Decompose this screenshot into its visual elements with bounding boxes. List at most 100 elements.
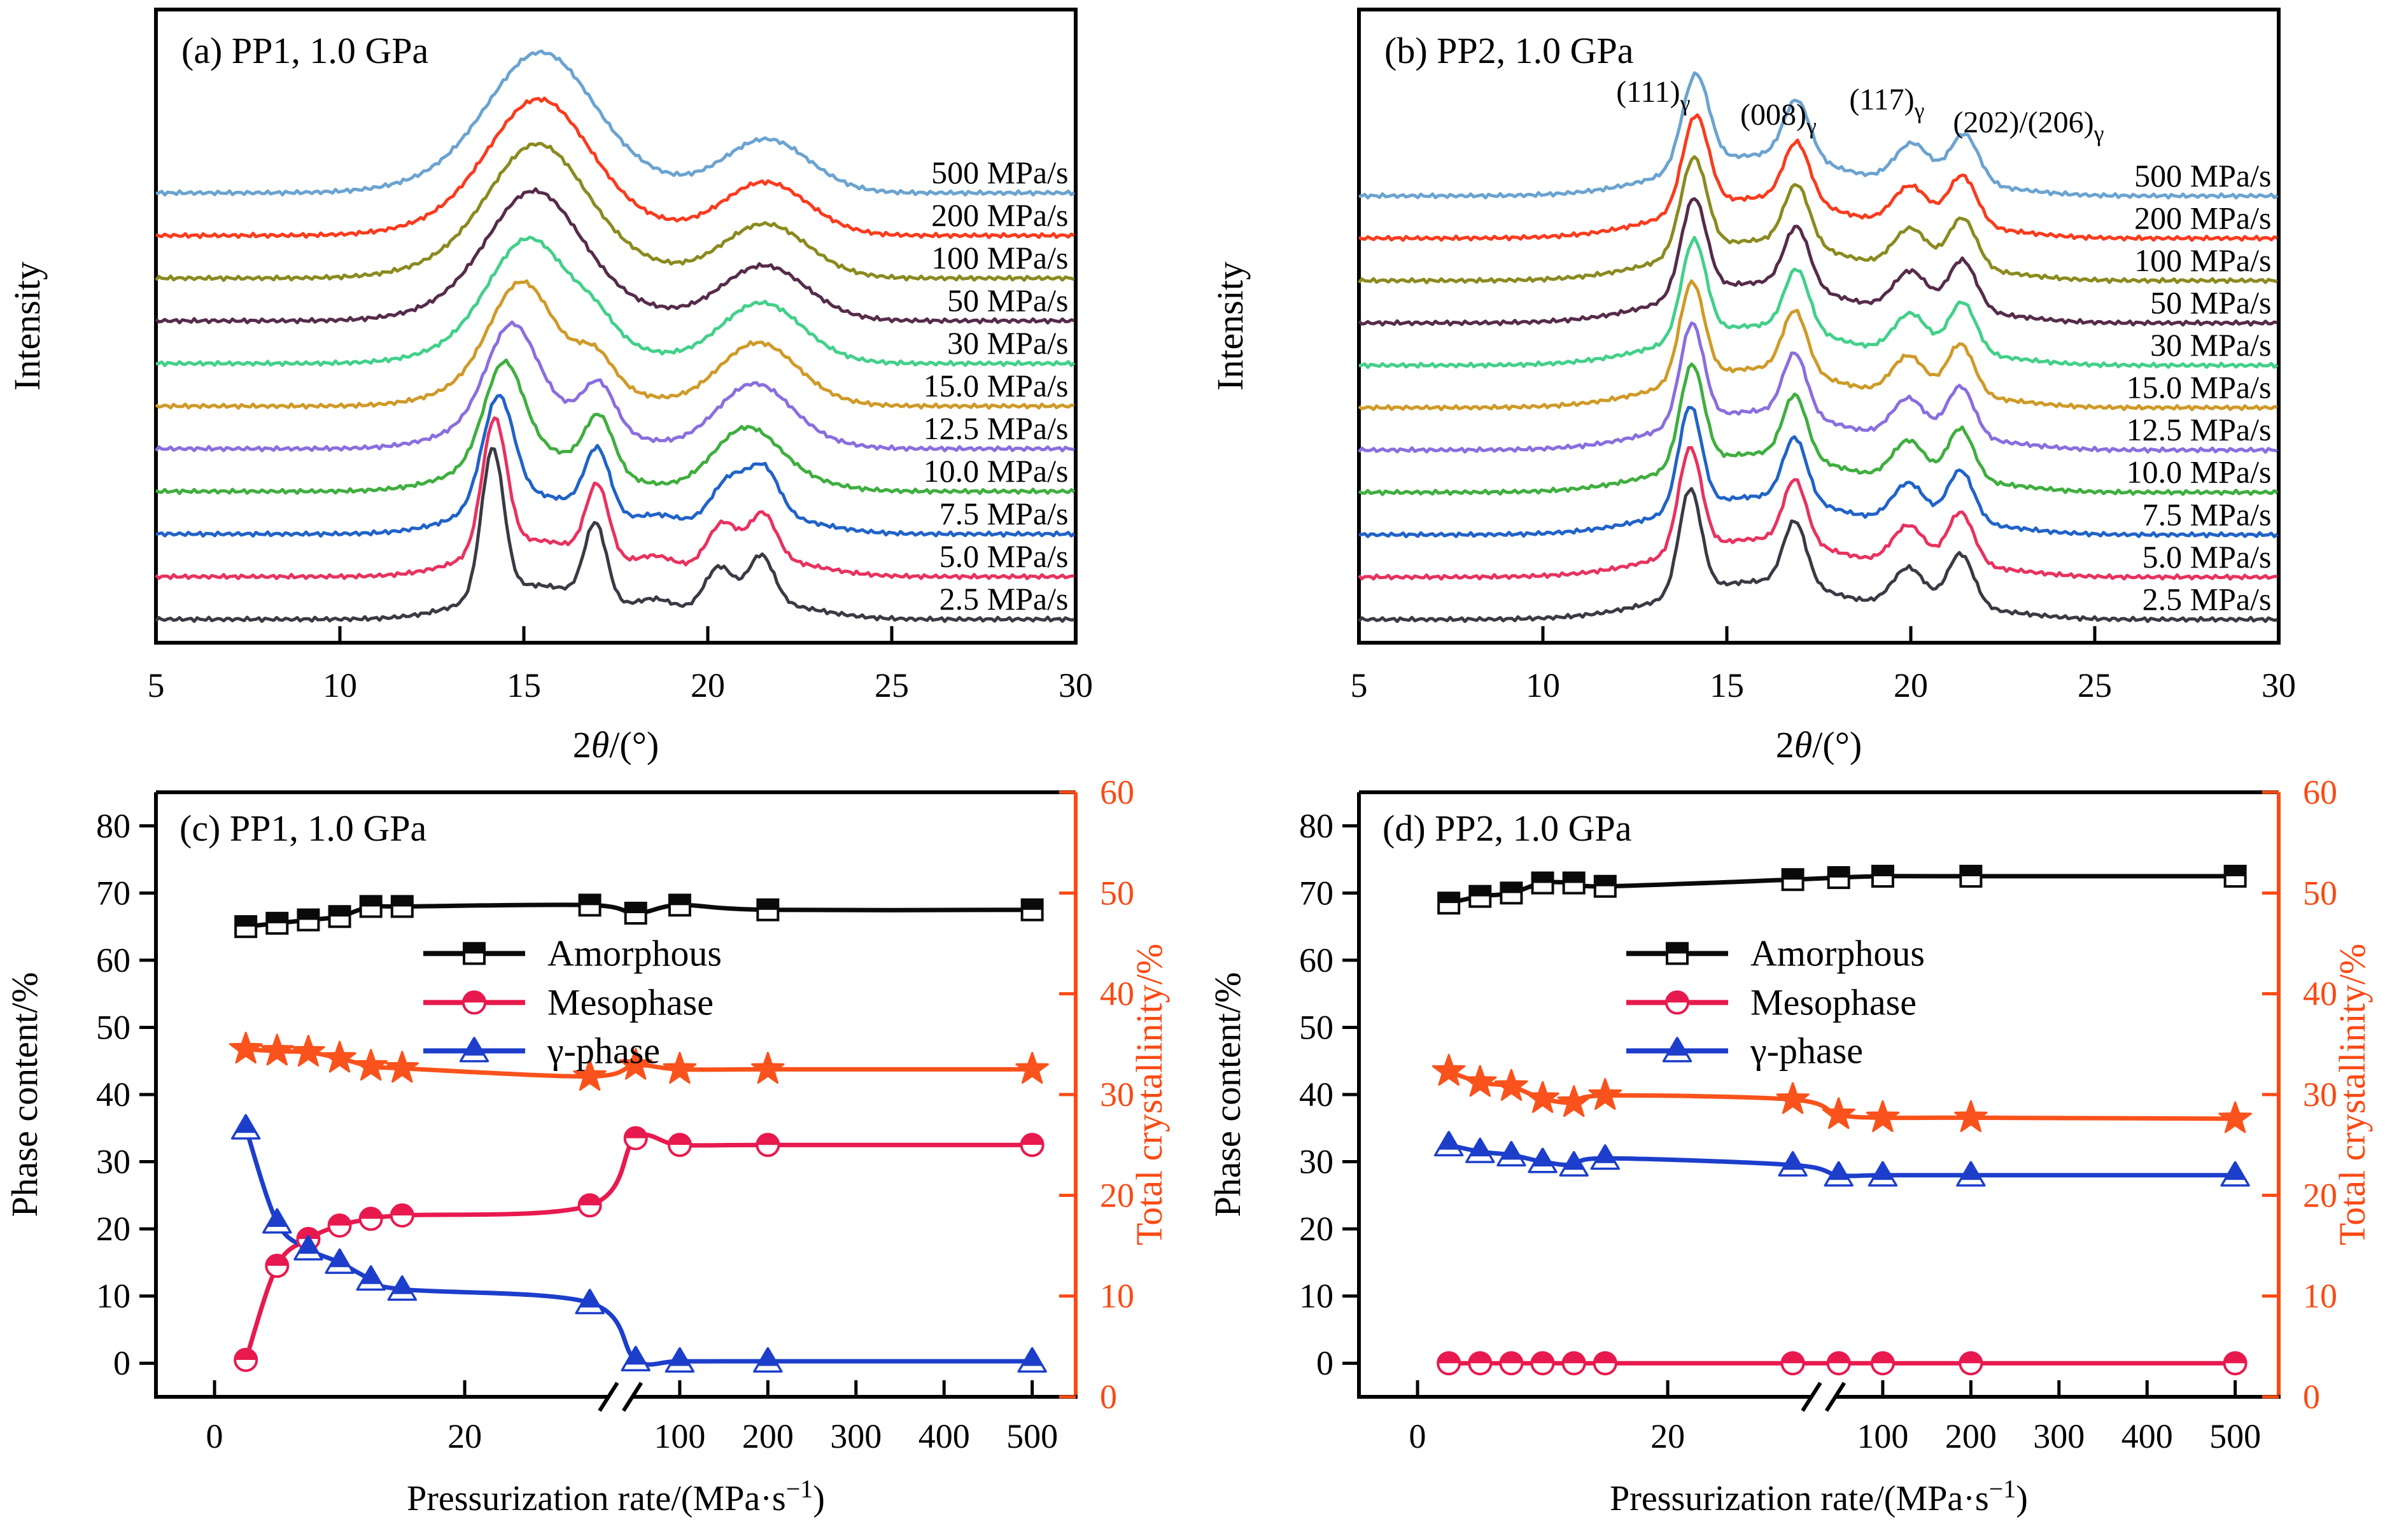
data-marker-circle [1870,1351,1895,1376]
x-tick-label: 0 [1409,1417,1426,1455]
x-tick-label: 300 [2033,1417,2085,1455]
axis-break-mark [1801,1382,1822,1412]
x-tick-label: 200 [1945,1417,1997,1455]
data-marker-circle [1826,1351,1851,1376]
data-marker-square [2223,864,2247,888]
xrd-chart-pp1: 5 10 15 20 25 30 2θ/(°) Intensity 2.5 MPa/s 5.0 M… [6,8,1093,766]
data-marker-square [1437,892,1461,915]
legend-entry-γ-phase: γ-phase [423,1030,660,1071]
legend-label: γ-phase [1750,1030,1863,1071]
data-marker-circle [577,1193,602,1218]
rate-label: 100 MPa/s [931,240,1068,276]
data-marker-triangle [230,1114,261,1140]
data-marker-star [1954,1100,1988,1132]
x-axis-label: Pressurization rate/(MPa·s−1) [407,1474,825,1518]
panel-b-xrd-pp2: 5 10 15 20 25 30 2θ/(°) Intensity 2.5 MPa/s 5.0 M… [1203,0,2406,770]
data-marker-triangle [1527,1147,1558,1173]
x-axis-label: Pressurization rate/(MPa·s−1) [1610,1474,2028,1518]
x-tick-label: 20 [1650,1417,1685,1455]
panel-b-title: (b) PP2, 1.0 GPa [1384,30,1634,71]
xrd-curve-12.5 MPa/s [1358,321,2278,454]
data-marker-square [1827,866,1850,890]
legend: Amorphous Mesophase γ-phase [1626,932,1925,1071]
x-tick-label: 400 [918,1417,970,1455]
xrd-curve-200 MPa/s [155,96,1075,239]
rate-label: 2.5 MPa/s [2142,581,2272,617]
data-marker-triangle [1777,1151,1808,1177]
data-marker-star [1463,1065,1497,1097]
panel-c-phase-pp1: 0 10 20 30 40 50 60 70 80 0 10 20 30 40 50 60 0 20 100 200 3… [0,770,1203,1540]
left-tick-label: 60 [96,941,130,979]
data-marker-star [292,1035,325,1067]
data-marker-circle [1437,1351,1461,1376]
right-tick-label: 30 [1100,1075,1134,1114]
series-markers-Total crystallinity [229,1032,1049,1091]
rate-label: 5.0 MPa/s [939,538,1069,574]
rate-label: 15.0 MPa/s [2127,370,2272,405]
phase-content-chart-pp2: 0 10 20 30 40 50 60 70 80 0 10 20 30 40 50 60 0 20 100 200 3… [1207,773,2373,1518]
data-marker-circle [1530,1351,1555,1376]
legend-label: Mesophase [1750,981,1917,1023]
series-markers-Amorphous [1437,864,2247,915]
left-tick-label: 70 [1299,874,1333,912]
x-tick-label: 200 [742,1417,794,1455]
left-tick-label: 0 [1316,1344,1333,1382]
x-tick-label: 25 [2078,666,2112,704]
left-tick-label: 0 [113,1344,130,1382]
axis-break-mark [1824,1382,1847,1412]
data-marker-square [297,908,320,932]
xrd-curve-5.0 MPa/s [1358,445,2277,581]
x-tick-label: 25 [875,666,909,704]
left-tick-label: 70 [96,874,130,912]
xrd-curve-30 MPa/s [1358,235,2279,369]
data-marker-triangle [324,1248,355,1274]
x-tick-label: 500 [2209,1417,2261,1455]
left-tick-label: 80 [96,807,130,845]
data-marker-triangle [262,1208,292,1234]
data-marker-square [265,911,289,935]
data-marker-triangle [665,1347,695,1373]
data-marker-square [1468,885,1492,908]
x-tick-label: 100 [1857,1417,1908,1455]
left-tick-label: 40 [96,1075,130,1114]
data-marker-circle [1499,1351,1524,1376]
axis-break-mark [621,1382,644,1412]
data-marker-square [1781,868,1804,892]
legend-label: Amorphous [547,932,722,974]
legend-entry-Mesophase: Mesophase [1626,981,1917,1023]
xrd-curve-2.5 MPa/s [1358,487,2278,624]
series-markers-Amorphous [234,893,1044,939]
x-axis-label: 2θ/(°) [573,724,659,766]
data-marker-star [619,1047,652,1080]
data-marker-triangle [1465,1137,1495,1163]
data-marker-circle [1020,1133,1045,1158]
data-marker-circle [462,990,486,1015]
left-tick-label: 50 [96,1008,130,1046]
left-tick-label: 10 [1299,1277,1333,1315]
right-tick-label: 50 [1100,874,1134,912]
right-y-axis-label: Total crystallinity/% [2332,944,2373,1245]
data-marker-triangle [752,1347,783,1373]
rate-label: 7.5 MPa/s [2142,496,2272,532]
y-axis-label: Intensity [6,262,48,391]
xrd-traces [1358,71,2279,624]
plot-frame [154,8,1078,645]
data-marker-circle [1561,1351,1586,1376]
data-marker-triangle [2220,1161,2251,1187]
left-tick-label: 60 [1299,941,1333,979]
x-tick-label: 100 [654,1417,705,1455]
right-y-axis-label: Total crystallinity/% [1129,944,1170,1245]
panel-d-title: (d) PP2, 1.0 GPa [1382,808,1632,849]
x-tick-label: 15 [1710,666,1744,704]
data-marker-circle [1468,1351,1493,1376]
data-marker-star [663,1051,697,1084]
right-tick-label: 30 [2303,1075,2337,1114]
left-tick-label: 30 [1299,1143,1333,1181]
xrd-curve-5.0 MPa/s [155,416,1074,580]
data-marker-star [1526,1081,1559,1113]
data-marker-circle [623,1126,648,1151]
left-tick-label: 50 [1299,1008,1333,1046]
right-tick-label: 20 [1100,1176,1134,1214]
data-marker-circle [1780,1351,1805,1376]
